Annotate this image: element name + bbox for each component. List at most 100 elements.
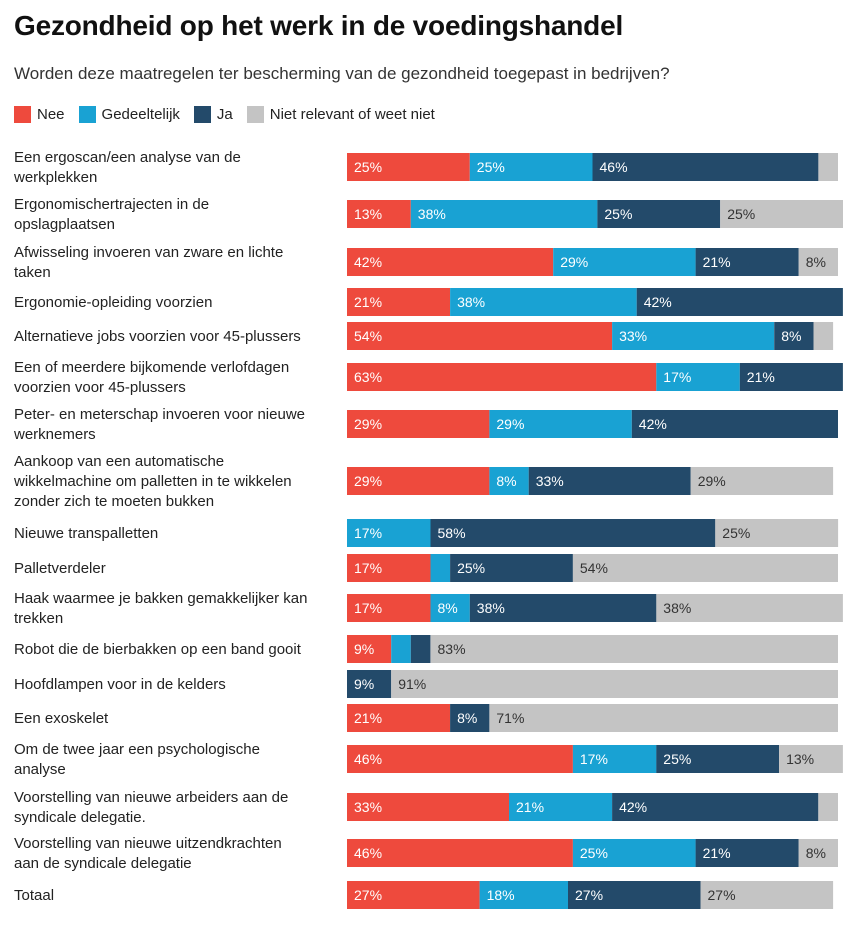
data-label-gedeeltelijk: 25% (580, 845, 608, 861)
bar-segment-niet-relevant-of-weet-niet (700, 881, 834, 909)
bar-segment-nee (347, 248, 554, 276)
data-label-gedeeltelijk: 33% (619, 328, 647, 344)
legend-swatch-ja (193, 106, 211, 123)
data-label-ja: 42% (644, 294, 672, 310)
category-label-line: analyse (14, 761, 66, 778)
bar-segment-niet-relevant-of-weet-niet (690, 467, 834, 495)
bar-segment-nee (347, 635, 392, 663)
category-label: Een ergoscan/een analyse van de werkplekk… (13, 149, 241, 186)
category-label: Aankoop van een automatische wikkelmachin… (13, 453, 292, 510)
bar-segment-gedeeltelijk (656, 363, 740, 391)
bar-segment-nee (347, 594, 431, 622)
data-label-nee: 63% (354, 369, 382, 385)
bar-segment-nee (347, 793, 509, 821)
data-label-gedeeltelijk: 29% (560, 254, 588, 270)
bar-segment-ja (695, 839, 799, 867)
data-label-ja: 46% (600, 159, 628, 175)
category-label-line: Voorstelling van nieuwe arbeiders aan de (14, 789, 288, 806)
data-label-ja: 33% (536, 473, 564, 489)
category-label: Voorstelling van nieuwe arbeiders aan de… (14, 789, 288, 826)
legend: Nee Gedeeltelijk Ja Niet relevant of wee… (14, 106, 449, 123)
bar-segment-niet-relevant-of-weet-niet (798, 248, 838, 276)
bar-segment-gedeeltelijk (553, 248, 696, 276)
bar-segment-niet-relevant-of-weet-niet (720, 200, 843, 228)
data-label-gedeeltelijk: 17% (354, 525, 382, 541)
bar-segment-nee (347, 322, 613, 350)
bar-segment-nee (347, 363, 657, 391)
category-label: Robot die de bierbakken op een band gooi… (14, 641, 302, 658)
category-label: Peter- en meterschap invoeren voor nieuw… (13, 406, 305, 443)
bar-segment-gedeeltelijk (450, 288, 637, 316)
category-label-line: Afwisseling invoeren van zware en lichte (14, 244, 283, 261)
bar-segment-ja (636, 288, 843, 316)
bar-segment-ja (568, 881, 701, 909)
legend-item-nee: Nee (14, 106, 65, 123)
bar-segment-niet-relevant-of-weet-niet (489, 704, 838, 732)
legend-swatch-gedeeltelijk (78, 106, 96, 123)
category-label-line: Haak waarmee je bakken gemakkelijker kan (14, 590, 307, 607)
bar-segment-ja (347, 670, 392, 698)
category-label-line: werknemers (13, 426, 96, 443)
category-label: Haak waarmee je bakken gemakkelijker kan… (14, 590, 307, 627)
bar-segment-niet-relevant-of-weet-niet (572, 554, 838, 582)
data-label-ja: 21% (703, 254, 731, 270)
category-label-line: Peter- en meterschap invoeren voor nieuw… (14, 406, 305, 423)
data-label-niet-relevant-of-weet-niet: 8% (806, 254, 826, 270)
category-label: Hoofdlampen voor in de kelders (14, 676, 226, 693)
data-label-gedeeltelijk: 38% (457, 294, 485, 310)
category-label-line: opslagplaatsen (14, 216, 115, 233)
category-label: Een exoskelet (14, 710, 109, 727)
bar-segment-ja (597, 200, 721, 228)
data-label-ja: 27% (575, 887, 603, 903)
data-label-ja: 25% (604, 206, 632, 222)
category-label: Alternatieve jobs voorzien voor 45-pluss… (14, 328, 301, 345)
category-label: Totaal (14, 887, 54, 904)
bar-segment-gedeeltelijk (509, 793, 613, 821)
data-label-gedeeltelijk: 29% (496, 416, 524, 432)
data-label-nee: 25% (354, 159, 382, 175)
data-label-ja: 25% (457, 560, 485, 576)
bar-segment-niet-relevant-of-weet-niet (798, 839, 838, 867)
data-label-nee: 17% (354, 600, 382, 616)
bar-segment-nee (347, 200, 411, 228)
data-label-nee: 21% (354, 294, 382, 310)
chart-subtitle: Worden deze maatregelen ter bescherming … (14, 64, 670, 83)
data-label-niet-relevant-of-weet-niet: 25% (722, 525, 750, 541)
legend-swatch-nee (14, 106, 31, 123)
category-label: Afwisseling invoeren van zware en lichte… (14, 244, 283, 281)
data-label-nee: 33% (354, 799, 382, 815)
category-label-line: Totaal (14, 887, 54, 904)
bar-segment-ja (592, 153, 819, 181)
bar-segment-nee (347, 745, 573, 773)
bar-segment-nee (347, 704, 451, 732)
category-label-line: syndicale delegatie. (14, 809, 146, 826)
data-label-ja: 42% (619, 799, 647, 815)
data-label-ja: 9% (354, 676, 374, 692)
data-label-ja: 8% (457, 710, 477, 726)
bar-segment-niet-relevant-of-weet-niet (779, 745, 843, 773)
bar-segment-gedeeltelijk (391, 635, 411, 663)
data-label-ja: 25% (663, 751, 691, 767)
category-label: Ergonomischertrajecten in de opslagplaats… (14, 196, 209, 233)
bar-segment-ja (469, 594, 657, 622)
data-label-nee: 46% (354, 751, 382, 767)
data-label-ja: 21% (747, 369, 775, 385)
data-label-nee: 21% (354, 710, 382, 726)
bar-segment-nee (347, 288, 451, 316)
data-label-niet-relevant-of-weet-niet: 25% (727, 206, 755, 222)
category-label-line: trekken (14, 610, 63, 627)
data-label-nee: 29% (354, 473, 382, 489)
category-label: Nieuwe transpalletten (14, 525, 158, 542)
bar-segment-ja (656, 745, 780, 773)
data-label-niet-relevant-of-weet-niet: 83% (438, 641, 466, 657)
data-label-gedeeltelijk: 17% (663, 369, 691, 385)
bar-segment-ja (631, 410, 838, 438)
data-label-ja: 38% (477, 600, 505, 616)
bar-segment-gedeeltelijk (572, 839, 696, 867)
category-label-line: Voorstelling van nieuwe uitzendkrachten (14, 835, 282, 852)
bar-segment-nee (347, 839, 573, 867)
data-label-gedeeltelijk: 17% (580, 751, 608, 767)
category-label-line: Ergonomischertrajecten in de (14, 196, 209, 213)
data-label-gedeeltelijk: 8% (438, 600, 458, 616)
